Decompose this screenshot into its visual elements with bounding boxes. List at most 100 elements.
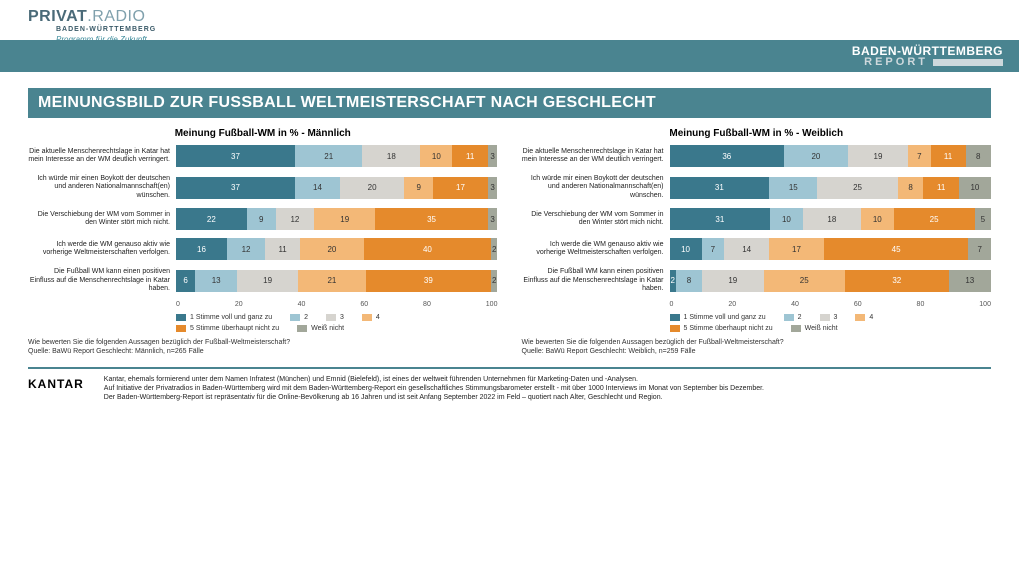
legend-item: 4 — [855, 314, 873, 321]
bar-segment: 25 — [817, 177, 897, 199]
legend-label: 3 — [834, 314, 838, 321]
axis-tick: 80 — [917, 301, 925, 308]
bar-segment: 12 — [276, 208, 315, 230]
bar-segment: 8 — [676, 270, 702, 292]
header-report: REPORT — [864, 56, 1003, 68]
stacked-bar: 2291219353 — [176, 208, 498, 230]
legend-swatch — [670, 325, 680, 332]
footer-text: Kantar, ehemals formierend unter dem Nam… — [104, 375, 764, 403]
bar-segment: 10 — [770, 208, 802, 230]
bar-segment: 7 — [702, 238, 725, 260]
bar-segment: 22 — [176, 208, 247, 230]
chart-row: Ich werde die WM genauso aktiv wie vorhe… — [28, 238, 498, 260]
legend-item: 2 — [290, 314, 308, 321]
chart-row: Die aktuelle Menschenrechtslage in Katar… — [28, 145, 498, 167]
legend-item: 3 — [820, 314, 838, 321]
stacked-bar: 6131921392 — [176, 270, 498, 292]
bar-segment: 15 — [769, 177, 817, 199]
bar-segment: 8 — [966, 145, 991, 167]
legend-item: 5 Stimme überhaupt nicht zu — [176, 325, 279, 332]
legend-label: Weiß nicht — [805, 325, 838, 332]
bar-segment: 35 — [375, 208, 488, 230]
legend-label: 5 Stimme überhaupt nicht zu — [684, 325, 773, 332]
bar-segment: 20 — [300, 238, 364, 260]
chart-title: Meinung Fußball-WM in % - Männlich — [28, 128, 498, 139]
bar-segment: 13 — [195, 270, 237, 292]
bar-segment: 5 — [975, 208, 991, 230]
header: PRIVAT.RADIO BADEN-WÜRTTEMBERG Programm … — [0, 0, 1019, 72]
bar-segment: 11 — [931, 145, 966, 167]
legend-swatch — [297, 325, 307, 332]
row-label: Die Fußball WM kann einen positiven Einf… — [522, 268, 670, 293]
axis-tick: 100 — [979, 301, 991, 308]
bar-segment: 2 — [491, 238, 497, 260]
footer-line: Der Baden-Württemberg-Report ist repräse… — [104, 393, 764, 402]
bar-segment: 11 — [452, 145, 487, 167]
row-label: Ich würde mir einen Boykott der deutsche… — [522, 175, 670, 200]
charts-container: Meinung Fußball-WM in % - Männlich Die ak… — [28, 124, 991, 357]
legend-label: 1 Stimme voll und ganz zu — [684, 314, 766, 321]
bar-segment: 16 — [176, 238, 227, 260]
brand-logo: PRIVAT.RADIO — [28, 8, 145, 26]
footer-line: Auf Initiative der Privatradios in Baden… — [104, 384, 764, 393]
bar-segment: 32 — [845, 270, 949, 292]
chart-row: Die aktuelle Menschenrechtslage in Katar… — [522, 145, 992, 167]
footer-line: Kantar, ehemals formierend unter dem Nam… — [104, 375, 764, 384]
stacked-bar: 3714209173 — [176, 177, 498, 199]
legend: 1 Stimme voll und ganz zu 2 3 4 5 Stimme übe… — [176, 314, 498, 332]
legend-swatch — [290, 314, 300, 321]
chart-male: Meinung Fußball-WM in % - Männlich Die ak… — [28, 124, 498, 357]
legend-label: 1 Stimme voll und ganz zu — [190, 314, 272, 321]
bar-segment: 17 — [769, 238, 824, 260]
legend-swatch — [820, 314, 830, 321]
bar-segment: 31 — [670, 208, 771, 230]
bar-segment: 11 — [265, 238, 300, 260]
legend-label: 5 Stimme überhaupt nicht zu — [190, 325, 279, 332]
stacked-bar: 31101810255 — [670, 208, 992, 230]
bar-segment: 9 — [247, 208, 276, 230]
bar-segment: 19 — [314, 208, 375, 230]
axis-tick: 40 — [298, 301, 306, 308]
bar-segment: 20 — [340, 177, 404, 199]
kantar-logo: KANTAR — [28, 377, 84, 391]
bar-segment: 19 — [237, 270, 298, 292]
row-label: Die Verschiebung der WM vom Sommer in de… — [28, 211, 176, 228]
legend-item: 3 — [326, 314, 344, 321]
x-axis: 020406080100 — [670, 301, 992, 308]
bar-segment: 12 — [227, 238, 265, 260]
bar-segment: 39 — [366, 270, 491, 292]
axis-tick: 60 — [854, 301, 862, 308]
legend-item: Weiß nicht — [791, 325, 838, 332]
chart-row: Die Fußball WM kann einen positiven Einf… — [522, 268, 992, 293]
bar-segment: 10 — [861, 208, 893, 230]
row-label: Ich würde mir einen Boykott der deutsche… — [28, 175, 176, 200]
axis-tick: 60 — [360, 301, 368, 308]
legend-label: Weiß nicht — [311, 325, 344, 332]
legend-item: 2 — [784, 314, 802, 321]
stacked-bar: 1071417457 — [670, 238, 992, 260]
bar-segment: 8 — [898, 177, 924, 199]
bar-segment: 21 — [295, 145, 363, 167]
legend-swatch — [326, 314, 336, 321]
bar-segment: 7 — [908, 145, 930, 167]
chart-title: Meinung Fußball-WM in % - Weiblich — [522, 128, 992, 139]
bar-segment: 3 — [488, 177, 498, 199]
bar-segment: 20 — [784, 145, 848, 167]
legend: 1 Stimme voll und ganz zu 2 3 4 5 Stimme übe… — [670, 314, 992, 332]
bar-segment: 19 — [702, 270, 764, 292]
bar-segment: 40 — [364, 238, 491, 260]
legend-swatch — [670, 314, 680, 321]
axis-tick: 0 — [176, 301, 180, 308]
bar-segment: 9 — [404, 177, 433, 199]
bar-segment: 25 — [764, 270, 845, 292]
legend-item: Weiß nicht — [297, 325, 344, 332]
legend-label: 4 — [376, 314, 380, 321]
legend-swatch — [784, 314, 794, 321]
bar-segment: 36 — [670, 145, 785, 167]
chart-row: Die Fußball WM kann einen positiven Einf… — [28, 268, 498, 293]
chart-row: Ich würde mir einen Boykott der deutsche… — [28, 175, 498, 200]
chart-row: Ich werde die WM genauso aktiv wie vorhe… — [522, 238, 992, 260]
stacked-bar: 3620197118 — [670, 145, 992, 167]
axis-tick: 20 — [728, 301, 736, 308]
axis-tick: 20 — [235, 301, 243, 308]
